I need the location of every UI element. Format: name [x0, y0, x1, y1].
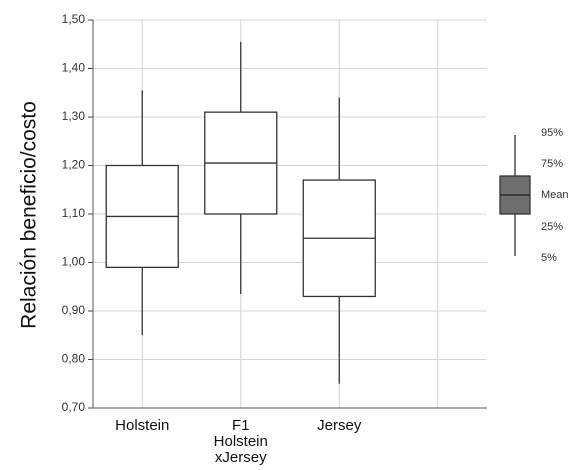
- x-category-label: xJersey: [215, 449, 267, 466]
- x-category-label: Holstein: [115, 417, 169, 434]
- y-tick-label: 0,70: [62, 400, 86, 414]
- legend-label: 5%: [541, 252, 557, 264]
- y-tick-label: 0,80: [62, 352, 86, 366]
- y-axis-label: Relación beneficio/costo: [18, 101, 41, 329]
- y-tick-label: 1,00: [62, 255, 86, 269]
- y-tick-label: 1,30: [62, 109, 86, 123]
- y-tick-label: 0,90: [62, 303, 86, 317]
- legend-label: 25%: [541, 221, 563, 233]
- box-3: [302, 97, 376, 384]
- box-1: [105, 90, 179, 336]
- x-category-label: Jersey: [317, 417, 362, 434]
- y-tick-label: 1,50: [62, 12, 86, 26]
- legend-label: 95%: [541, 127, 563, 139]
- legend-label: Mean: [541, 189, 569, 201]
- y-tick-label: 1,20: [62, 158, 86, 172]
- boxes: [105, 41, 376, 384]
- box-2: [204, 41, 278, 295]
- x-category-label: F1: [232, 417, 250, 434]
- axes: [88, 19, 487, 409]
- y-tick-label: 1,10: [62, 206, 86, 220]
- y-tick-labels: 0,70 0,80 0,90 1,00 1,10 1,20 1,30 1,40 1,50: [62, 12, 86, 414]
- x-category-label: Holstein: [214, 433, 268, 450]
- y-tick-label: 1,40: [62, 61, 86, 75]
- legend-label: 75%: [541, 158, 563, 170]
- legend: 95% 75% Mean 25% 5%: [499, 127, 569, 264]
